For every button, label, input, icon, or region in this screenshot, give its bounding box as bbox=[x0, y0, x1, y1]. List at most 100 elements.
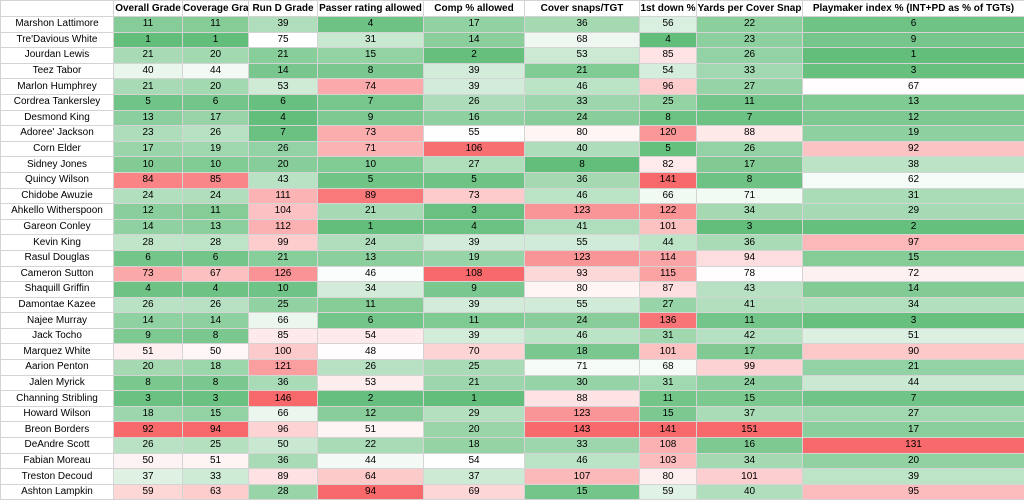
stat-cell: 2 bbox=[802, 218, 1024, 236]
stat-cell: 1 bbox=[423, 390, 525, 407]
stat-cell: 75 bbox=[248, 31, 318, 49]
stat-cell: 88 bbox=[696, 125, 803, 142]
stat-cell: 74 bbox=[317, 78, 424, 95]
stat-cell: 46 bbox=[524, 187, 640, 205]
stat-cell: 8 bbox=[113, 374, 183, 392]
stat-cell: 24 bbox=[696, 374, 803, 392]
player-name-cell: Najee Murray bbox=[0, 312, 114, 329]
stat-cell: 16 bbox=[696, 437, 803, 454]
stat-cell: 3 bbox=[696, 218, 803, 236]
player-name-cell: Corn Elder bbox=[0, 140, 114, 158]
stat-cell: 11 bbox=[317, 296, 424, 314]
stat-cell: 11 bbox=[696, 312, 803, 329]
stat-cell: 11 bbox=[639, 390, 697, 407]
stat-cell: 94 bbox=[317, 483, 424, 501]
stat-cell: 66 bbox=[248, 312, 318, 329]
stat-cell: 26 bbox=[182, 125, 249, 142]
stat-cell: 39 bbox=[423, 78, 525, 95]
stat-cell: 50 bbox=[248, 437, 318, 454]
stat-cell: 72 bbox=[802, 265, 1024, 283]
stat-cell: 26 bbox=[182, 296, 249, 314]
stat-cell: 5 bbox=[113, 93, 183, 111]
stat-cell: 26 bbox=[113, 437, 183, 454]
stat-cell: 17 bbox=[802, 421, 1024, 439]
player-name-cell: Breon Borders bbox=[0, 421, 114, 439]
stat-cell: 104 bbox=[248, 203, 318, 220]
stat-cell: 85 bbox=[639, 47, 697, 64]
stat-cell: 6 bbox=[317, 312, 424, 329]
player-name-cell: Shaquill Griffin bbox=[0, 281, 114, 298]
stat-cell: 10 bbox=[113, 156, 183, 173]
stat-cell: 146 bbox=[248, 390, 318, 407]
stat-cell: 13 bbox=[802, 93, 1024, 111]
stat-cell: 24 bbox=[182, 187, 249, 205]
stat-cell: 6 bbox=[802, 16, 1024, 33]
stat-cell: 103 bbox=[639, 452, 697, 470]
table-row: Shaquill Griffin 4 4 10 34 9 80 87 43 14 bbox=[0, 281, 1024, 298]
stat-cell: 107 bbox=[524, 468, 640, 485]
stat-cell: 8 bbox=[317, 62, 424, 80]
player-name-cell: Channing Stribling bbox=[0, 390, 114, 407]
stat-cell: 136 bbox=[639, 312, 697, 329]
stat-cell: 14 bbox=[113, 312, 183, 329]
stat-cell: 8 bbox=[696, 171, 803, 189]
stat-cell: 41 bbox=[696, 296, 803, 314]
stat-cell: 33 bbox=[696, 62, 803, 80]
stat-cell: 40 bbox=[696, 483, 803, 501]
header-run-d-grade: Run D Grade bbox=[248, 0, 318, 17]
stat-cell: 141 bbox=[639, 421, 697, 439]
player-name-cell: Howard Wilson bbox=[0, 405, 114, 423]
stat-cell: 23 bbox=[113, 125, 183, 142]
stat-cell: 12 bbox=[802, 109, 1024, 127]
stat-cell: 3 bbox=[423, 203, 525, 220]
player-name-cell: Jourdan Lewis bbox=[0, 47, 114, 64]
stat-cell: 31 bbox=[802, 187, 1024, 205]
stat-cell: 40 bbox=[113, 62, 183, 80]
stat-cell: 7 bbox=[248, 125, 318, 142]
stat-cell: 131 bbox=[802, 437, 1024, 454]
stat-cell: 25 bbox=[182, 437, 249, 454]
stat-cell: 26 bbox=[317, 359, 424, 376]
stat-cell: 67 bbox=[182, 265, 249, 283]
stat-cell: 17 bbox=[182, 109, 249, 127]
stat-cell: 55 bbox=[524, 234, 640, 251]
stat-cell: 90 bbox=[802, 343, 1024, 361]
stat-cell: 27 bbox=[802, 405, 1024, 423]
stat-cell: 3 bbox=[802, 62, 1024, 80]
stat-cell: 56 bbox=[639, 16, 697, 33]
stat-cell: 7 bbox=[802, 390, 1024, 407]
stat-cell: 39 bbox=[423, 327, 525, 345]
stat-cell: 15 bbox=[524, 483, 640, 501]
stat-cell: 115 bbox=[639, 265, 697, 283]
stat-cell: 51 bbox=[113, 343, 183, 361]
stat-cell: 25 bbox=[423, 359, 525, 376]
stat-cell: 55 bbox=[524, 296, 640, 314]
stat-cell: 20 bbox=[802, 452, 1024, 470]
stat-cell: 43 bbox=[696, 281, 803, 298]
stat-cell: 14 bbox=[182, 312, 249, 329]
stat-cell: 37 bbox=[113, 468, 183, 485]
stat-cell: 33 bbox=[524, 437, 640, 454]
stat-cell: 66 bbox=[639, 187, 697, 205]
stat-cell: 108 bbox=[639, 437, 697, 454]
header-yards-per-cover-snap: Yards per Cover Snap bbox=[696, 0, 803, 17]
stat-cell: 17 bbox=[696, 343, 803, 361]
table-body: Marshon Lattimore 11 11 39 4 17 36 56 22 6 Tre'Dav… bbox=[0, 16, 1024, 501]
stat-cell: 14 bbox=[113, 218, 183, 236]
stat-cell: 36 bbox=[248, 452, 318, 470]
stat-cell: 17 bbox=[113, 140, 183, 158]
table-row: Tre'Davious White 1 1 75 31 14 68 4 23 9 bbox=[0, 31, 1024, 49]
stat-cell: 24 bbox=[524, 109, 640, 127]
player-name-cell: Jalen Myrick bbox=[0, 374, 114, 392]
stat-cell: 96 bbox=[639, 78, 697, 95]
stat-cell: 4 bbox=[182, 281, 249, 298]
stat-cell: 111 bbox=[248, 187, 318, 205]
stat-cell: 36 bbox=[248, 374, 318, 392]
table-row: Ahkello Witherspoon 12 11 104 21 3 123 122 34 29 bbox=[0, 203, 1024, 220]
stat-cell: 15 bbox=[182, 405, 249, 423]
stat-cell: 92 bbox=[113, 421, 183, 439]
stat-cell: 36 bbox=[524, 16, 640, 33]
player-name-cell: Chidobe Awuzie bbox=[0, 187, 114, 205]
stat-cell: 62 bbox=[802, 171, 1024, 189]
stat-cell: 26 bbox=[696, 47, 803, 64]
